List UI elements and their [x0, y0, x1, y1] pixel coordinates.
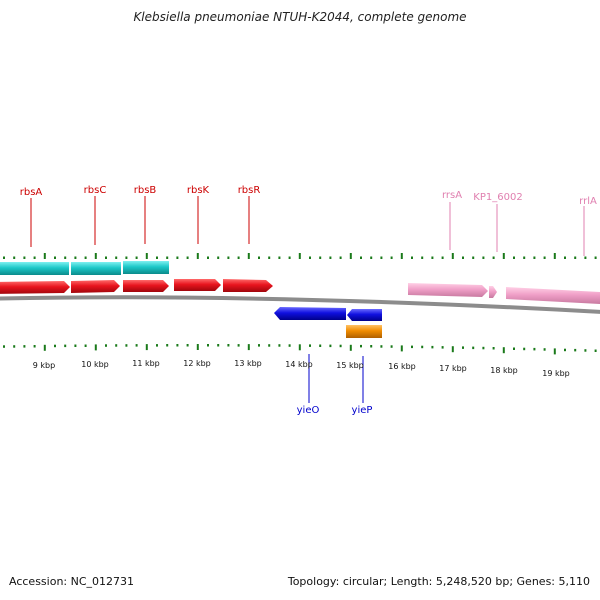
- scale-label-9kbp: 9 kbp: [33, 361, 55, 370]
- gene-labels: rbsA rbsC rbsB rbsK rbsR rrsA KP1_6002 r…: [20, 185, 597, 416]
- genome-summary-text: Topology: circular; Length: 5,248,520 bp…: [287, 575, 590, 588]
- reverse-gene-track: [274, 307, 382, 338]
- gene-leaders: [30, 196, 585, 403]
- gene-cyan-2[interactable]: [71, 262, 121, 275]
- scale-label-11kbp: 11 kbp: [132, 359, 160, 368]
- scale-label-18kbp: 18 kbp: [490, 366, 518, 375]
- genome-backbone: [0, 295, 600, 314]
- scale-label-16kbp: 16 kbp: [388, 362, 416, 371]
- pink-gene-track: [408, 283, 600, 304]
- gene-rbsC[interactable]: [71, 280, 120, 293]
- gene-rrsA[interactable]: [408, 283, 488, 297]
- lower-ticks: [3, 344, 597, 355]
- label-rbsB: rbsB: [134, 185, 157, 196]
- label-rbsR: rbsR: [238, 185, 261, 196]
- gene-rbsB[interactable]: [123, 280, 169, 292]
- scale-label-15kbp: 15 kbp: [336, 361, 364, 370]
- scale-label-19kbp: 19 kbp: [542, 369, 570, 378]
- label-yieP: yieP: [352, 405, 373, 416]
- label-rbsK: rbsK: [187, 185, 210, 196]
- gene-KP1_6002[interactable]: [489, 286, 497, 298]
- gene-rbsR[interactable]: [223, 279, 273, 292]
- gene-rrlA[interactable]: [506, 287, 600, 304]
- gene-rbsK[interactable]: [174, 279, 221, 291]
- scale-labels: 9 kbp 10 kbp 11 kbp 12 kbp 13 kbp 14 kbp…: [33, 359, 570, 378]
- backbone-group: [0, 295, 600, 314]
- gene-rbsA[interactable]: [0, 281, 70, 294]
- gene-cyan-3[interactable]: [123, 261, 169, 274]
- map-title: Klebsiella pneumoniae NTUH-K2044, comple…: [133, 10, 467, 24]
- label-rbsC: rbsC: [84, 185, 107, 196]
- scale-label-14kbp: 14 kbp: [285, 360, 313, 369]
- label-rrlA: rrlA: [579, 196, 597, 207]
- label-rrsA: rrsA: [442, 190, 462, 201]
- scale-label-17kbp: 17 kbp: [439, 364, 467, 373]
- upper-ticks: [3, 253, 597, 259]
- label-yieO: yieO: [297, 405, 320, 416]
- gene-cyan-1[interactable]: [0, 262, 69, 275]
- scale-label-10kbp: 10 kbp: [81, 360, 109, 369]
- gene-yieO[interactable]: [274, 307, 346, 320]
- scale-label-12kbp: 12 kbp: [183, 359, 211, 368]
- cyan-gene-track: [0, 261, 169, 275]
- red-gene-track: [0, 279, 273, 294]
- gene-yieP[interactable]: [347, 309, 382, 321]
- accession-text: Accession: NC_012731: [9, 575, 135, 588]
- label-KP1_6002: KP1_6002: [473, 192, 522, 203]
- gene-orange[interactable]: [346, 325, 382, 338]
- scale-label-13kbp: 13 kbp: [234, 359, 262, 368]
- label-rbsA: rbsA: [20, 187, 43, 198]
